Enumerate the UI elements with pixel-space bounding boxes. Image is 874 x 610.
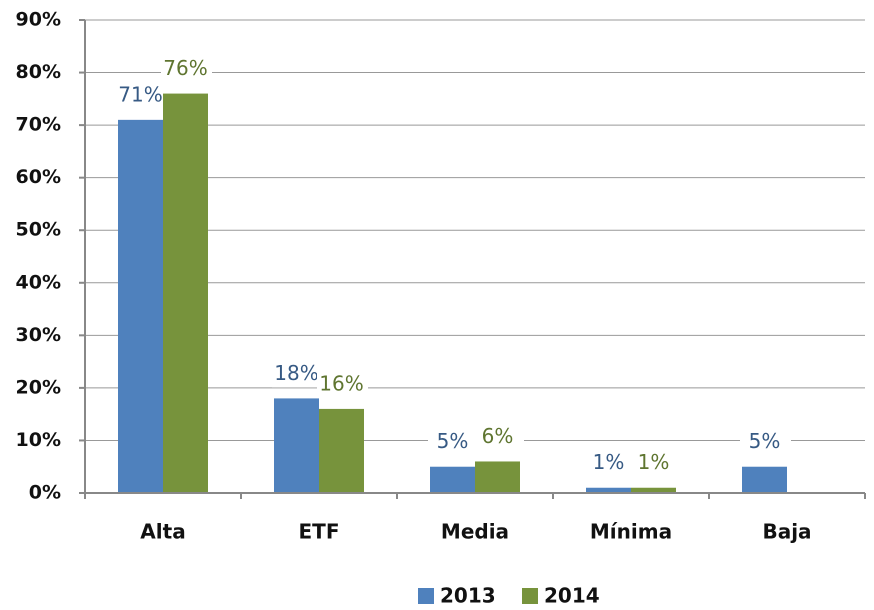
y-tick-label: 90% xyxy=(16,9,61,31)
bar xyxy=(319,408,364,493)
y-tick-label: 20% xyxy=(16,376,61,398)
data-label: 71% xyxy=(118,82,162,106)
data-label-bg xyxy=(584,450,635,477)
data-label-bg xyxy=(428,429,479,456)
data-label-bg xyxy=(116,82,167,109)
data-label: 5% xyxy=(437,429,469,453)
legend-label: 2014 xyxy=(544,584,600,608)
bar xyxy=(742,466,787,493)
data-label-bg xyxy=(740,429,791,456)
x-tick-label: Baja xyxy=(762,520,811,544)
y-tick-label: 80% xyxy=(16,61,61,83)
data-label: 1% xyxy=(638,450,670,474)
data-label: 5% xyxy=(749,429,781,453)
x-tick-label: Mínima xyxy=(590,520,672,544)
y-tick-label: 40% xyxy=(16,271,61,293)
bar xyxy=(475,461,520,493)
x-tick-label: ETF xyxy=(299,520,340,544)
bar xyxy=(586,487,631,493)
data-label: 1% xyxy=(593,450,625,474)
y-tick-label: 10% xyxy=(16,429,61,451)
legend-label: 2013 xyxy=(440,584,496,608)
bar xyxy=(274,398,319,493)
bar xyxy=(631,487,676,493)
y-tick-label: 60% xyxy=(16,166,61,188)
bar xyxy=(430,466,475,493)
y-tick-label: 0% xyxy=(29,482,61,504)
y-tick-label: 30% xyxy=(16,324,61,346)
data-label-bg xyxy=(161,56,212,83)
bar xyxy=(163,93,208,494)
x-tick-label: Alta xyxy=(140,520,185,544)
y-tick-label: 70% xyxy=(16,114,61,136)
data-label: 76% xyxy=(163,56,207,80)
data-label-bg xyxy=(473,424,524,451)
legend-swatch xyxy=(522,588,538,604)
data-label-bg xyxy=(272,361,323,388)
data-label: 16% xyxy=(319,371,363,395)
data-label: 6% xyxy=(482,424,514,448)
legend-swatch xyxy=(418,588,434,604)
data-label-bg xyxy=(629,450,680,477)
data-label-bg xyxy=(317,371,368,398)
x-tick-label: Media xyxy=(441,520,509,544)
data-label: 18% xyxy=(274,361,318,385)
y-tick-label: 50% xyxy=(16,219,61,241)
bar xyxy=(118,119,163,493)
